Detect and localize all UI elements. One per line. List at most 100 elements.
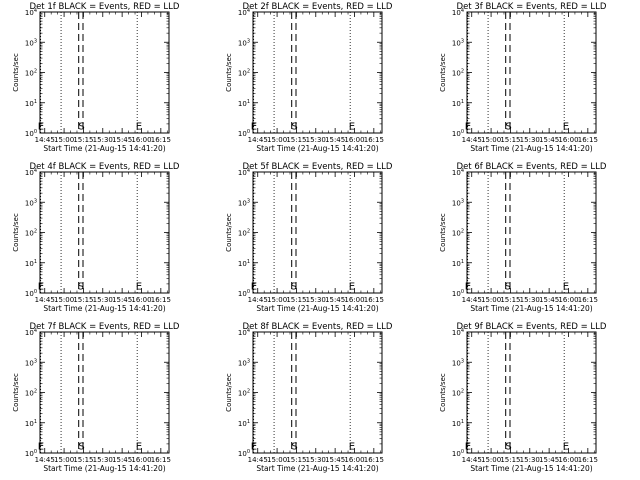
y-tick-label: 102 bbox=[25, 69, 37, 78]
y-tick-label: 104 bbox=[238, 328, 250, 337]
x-tick-label: 15:00 bbox=[267, 136, 287, 144]
y-tick-label: 101 bbox=[25, 99, 37, 108]
x-tick-label: 14:45 bbox=[462, 456, 482, 464]
y-tick-label: 102 bbox=[238, 229, 250, 238]
plot-frame bbox=[466, 331, 597, 454]
x-tick-label: 16:15 bbox=[151, 136, 171, 144]
panel-title: Det 5f BLACK = Events, RED = LLD bbox=[243, 162, 393, 172]
y-tick-label: 102 bbox=[452, 69, 464, 78]
y-tick-label: 103 bbox=[238, 38, 250, 47]
marker-label: E bbox=[136, 442, 142, 453]
x-tick-label: 15:30 bbox=[306, 136, 326, 144]
y-tick-label: 104 bbox=[238, 8, 250, 17]
marker-label: E bbox=[563, 442, 569, 453]
x-tick-label: 15:00 bbox=[267, 296, 287, 304]
x-tick-label: 16:00 bbox=[344, 456, 364, 464]
x-tick-label: 16:15 bbox=[364, 296, 384, 304]
y-tick-label: 104 bbox=[452, 328, 464, 337]
x-tick-label: 15:30 bbox=[93, 296, 113, 304]
x-axis-title: Start Time (21-Aug-15 14:41:20) bbox=[256, 304, 378, 313]
x-tick-label: 16:00 bbox=[558, 296, 578, 304]
x-tick-label: 15:45 bbox=[539, 136, 559, 144]
detector-panel: Det 4f BLACK = Events, RED = LLD 100 101 10… bbox=[12, 162, 180, 313]
x-tick-label: 16:00 bbox=[131, 456, 151, 464]
y-tick-label: 103 bbox=[452, 358, 464, 367]
marker-label: S bbox=[291, 442, 297, 453]
detector-panel: Det 6f BLACK = Events, RED = LLD 100 101 10… bbox=[439, 162, 607, 313]
marker-label: S bbox=[505, 122, 511, 133]
y-tick-label: 100 bbox=[452, 449, 464, 458]
y-tick-label: 103 bbox=[238, 198, 250, 207]
y-tick-label: 102 bbox=[238, 389, 250, 398]
plot-frame bbox=[252, 11, 383, 134]
x-tick-label: 14:45 bbox=[248, 296, 268, 304]
panel-title: Det 1f BLACK = Events, RED = LLD bbox=[30, 2, 180, 12]
x-tick-label: 15:30 bbox=[93, 136, 113, 144]
x-tick-label: 15:30 bbox=[520, 136, 540, 144]
y-tick-label: 104 bbox=[452, 168, 464, 177]
x-tick-label: 16:15 bbox=[364, 136, 384, 144]
x-tick-label: 14:45 bbox=[462, 136, 482, 144]
y-tick-label: 100 bbox=[452, 289, 464, 298]
x-tick-label: 15:30 bbox=[93, 456, 113, 464]
x-tick-label: 15:30 bbox=[520, 456, 540, 464]
y-axis-title: Counts/sec bbox=[12, 373, 20, 412]
x-tick-label: 15:15 bbox=[286, 456, 306, 464]
panel-title: Det 9f BLACK = Events, RED = LLD bbox=[457, 322, 607, 332]
x-tick-label: 15:00 bbox=[267, 456, 287, 464]
marker-label: E bbox=[349, 442, 355, 453]
x-tick-label: 15:15 bbox=[73, 296, 93, 304]
y-tick-label: 101 bbox=[452, 259, 464, 268]
y-tick-label: 101 bbox=[238, 99, 250, 108]
y-tick-label: 100 bbox=[238, 449, 250, 458]
x-tick-label: 15:45 bbox=[325, 456, 345, 464]
y-tick-label: 100 bbox=[238, 289, 250, 298]
x-axis-title: Start Time (21-Aug-15 14:41:20) bbox=[43, 144, 165, 153]
x-tick-label: 15:15 bbox=[73, 136, 93, 144]
x-tick-label: 15:00 bbox=[54, 456, 74, 464]
marker-label: E bbox=[349, 282, 355, 293]
x-tick-label: 15:15 bbox=[500, 296, 520, 304]
panel-title: Det 3f BLACK = Events, RED = LLD bbox=[457, 2, 607, 12]
marker-label: E bbox=[38, 442, 44, 453]
x-tick-label: 16:15 bbox=[151, 296, 171, 304]
y-axis-title: Counts/sec bbox=[225, 373, 233, 412]
panel-title: Det 2f BLACK = Events, RED = LLD bbox=[243, 2, 393, 12]
x-tick-label: 15:15 bbox=[500, 136, 520, 144]
x-tick-label: 15:45 bbox=[539, 296, 559, 304]
panel-title: Det 8f BLACK = Events, RED = LLD bbox=[243, 322, 393, 332]
y-tick-label: 101 bbox=[452, 419, 464, 428]
y-axis-title: Counts/sec bbox=[12, 53, 20, 92]
marker-label: S bbox=[291, 282, 297, 293]
detector-panel: Det 9f BLACK = Events, RED = LLD 100 101 10… bbox=[439, 322, 607, 473]
marker-label: E bbox=[349, 122, 355, 133]
x-tick-label: 16:15 bbox=[578, 136, 598, 144]
y-tick-label: 101 bbox=[238, 259, 250, 268]
plot-frame bbox=[39, 171, 170, 294]
x-axis-title: Start Time (21-Aug-15 14:41:20) bbox=[470, 304, 592, 313]
y-tick-label: 103 bbox=[25, 198, 37, 207]
marker-label: E bbox=[38, 282, 44, 293]
x-tick-label: 16:15 bbox=[578, 456, 598, 464]
x-tick-label: 14:45 bbox=[248, 136, 268, 144]
detector-panel: Det 2f BLACK = Events, RED = LLD 100 101 10… bbox=[225, 2, 393, 153]
y-tick-label: 101 bbox=[238, 419, 250, 428]
marker-label: E bbox=[563, 122, 569, 133]
x-tick-label: 15:45 bbox=[325, 296, 345, 304]
plot-frame bbox=[39, 331, 170, 454]
marker-label: S bbox=[78, 282, 84, 293]
x-tick-label: 16:00 bbox=[344, 296, 364, 304]
x-tick-label: 15:00 bbox=[481, 296, 501, 304]
marker-label: E bbox=[251, 282, 257, 293]
plot-frame bbox=[252, 171, 383, 294]
x-tick-label: 14:45 bbox=[35, 296, 55, 304]
x-tick-label: 14:45 bbox=[35, 136, 55, 144]
plot-frame bbox=[252, 331, 383, 454]
x-tick-label: 15:45 bbox=[112, 296, 132, 304]
y-axis-title: Counts/sec bbox=[439, 373, 447, 412]
x-axis-title: Start Time (21-Aug-15 14:41:20) bbox=[470, 464, 592, 473]
x-tick-label: 15:15 bbox=[286, 136, 306, 144]
x-tick-label: 15:15 bbox=[286, 296, 306, 304]
x-tick-label: 15:00 bbox=[481, 456, 501, 464]
y-tick-label: 102 bbox=[238, 69, 250, 78]
